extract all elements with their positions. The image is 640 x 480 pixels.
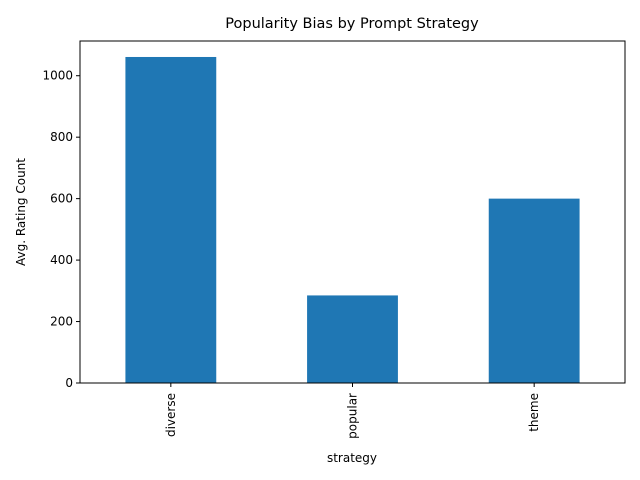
- bar-popular: [307, 295, 398, 383]
- x-tick-label: diverse: [164, 393, 178, 437]
- bar-diverse: [125, 56, 217, 384]
- x-tick-label: popular: [346, 393, 360, 439]
- plot-frame: [79, 40, 626, 384]
- x-axis-ticks: diverse popular theme: [164, 383, 541, 439]
- x-axis-label: strategy: [327, 451, 377, 465]
- x-tick-label: theme: [527, 393, 541, 432]
- y-tick-label: 400: [50, 253, 73, 267]
- y-axis-label: Avg. Rating Count: [14, 158, 28, 266]
- y-tick-label: 800: [50, 130, 73, 144]
- bars-group: [125, 56, 580, 384]
- bar-theme: [488, 198, 580, 383]
- chart-title: Popularity Bias by Prompt Strategy: [225, 16, 479, 32]
- y-tick-label: 0: [65, 376, 73, 390]
- y-tick-label: 600: [50, 192, 73, 206]
- y-axis-ticks: 0 200 400 600 800 1000: [42, 69, 80, 390]
- y-tick-label: 1000: [42, 69, 73, 83]
- y-tick-label: 200: [50, 315, 73, 329]
